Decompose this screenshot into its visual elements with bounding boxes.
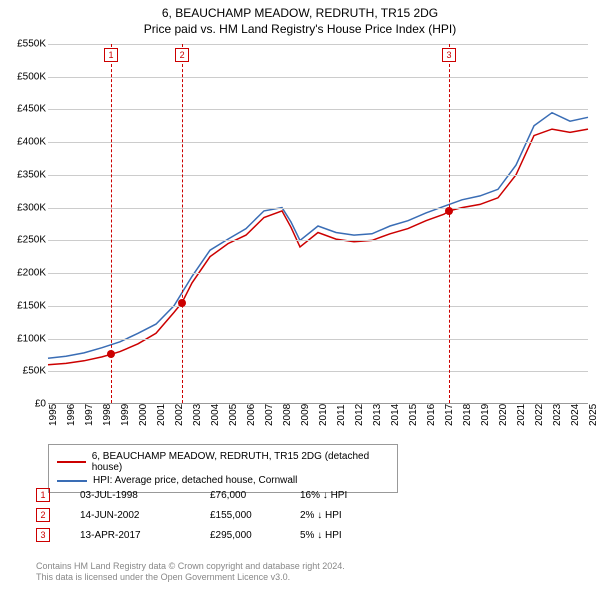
sale-event-marker: 2: [175, 48, 189, 62]
y-axis-label: £50K: [4, 366, 46, 377]
x-axis-label: 1997: [84, 404, 95, 426]
x-axis-label: 2014: [390, 404, 401, 426]
footer-line2: This data is licensed under the Open Gov…: [36, 572, 345, 584]
gridline: [48, 306, 588, 307]
sales-table: 1 03-JUL-1998£76,00016% ↓ HPI 2 14-JUN-2002…: [36, 488, 380, 548]
x-axis-label: 2002: [174, 404, 185, 426]
x-axis-label: 2006: [246, 404, 257, 426]
gridline: [48, 273, 588, 274]
sales-row: 2 14-JUN-2002£155,0002% ↓ HPI: [36, 508, 380, 522]
x-axis-label: 2018: [462, 404, 473, 426]
sale-marker-dot: [178, 299, 186, 307]
x-axis-label: 2011: [336, 404, 347, 426]
sale-event-line: [182, 44, 183, 403]
sales-price: £295,000: [210, 530, 300, 541]
sales-diff: 5% ↓ HPI: [300, 530, 380, 541]
sales-date: 14-JUN-2002: [80, 510, 210, 521]
x-axis-label: 1998: [102, 404, 113, 426]
sale-event-marker: 3: [442, 48, 456, 62]
y-axis-label: £100K: [4, 333, 46, 344]
x-axis-label: 2021: [516, 404, 527, 426]
x-axis-label: 2003: [192, 404, 203, 426]
sale-event-line: [111, 44, 112, 403]
sales-diff: 2% ↓ HPI: [300, 510, 380, 521]
y-axis-label: £500K: [4, 71, 46, 82]
gridline: [48, 77, 588, 78]
sales-row: 1 03-JUL-1998£76,00016% ↓ HPI: [36, 488, 380, 502]
legend-label: 6, BEAUCHAMP MEADOW, REDRUTH, TR15 2DG (…: [92, 451, 389, 473]
sale-event-line: [449, 44, 450, 403]
gridline: [48, 371, 588, 372]
x-axis-label: 2004: [210, 404, 221, 426]
series-line: [48, 129, 588, 365]
x-axis-label: 2017: [444, 404, 455, 426]
x-axis-label: 2009: [300, 404, 311, 426]
sales-index-box: 3: [36, 528, 50, 542]
sales-price: £76,000: [210, 490, 300, 501]
gridline: [48, 44, 588, 45]
chart-title-line1: 6, BEAUCHAMP MEADOW, REDRUTH, TR15 2DG: [0, 0, 600, 20]
footer-line1: Contains HM Land Registry data © Crown c…: [36, 561, 345, 573]
x-axis-label: 2010: [318, 404, 329, 426]
chart-container: 6, BEAUCHAMP MEADOW, REDRUTH, TR15 2DG P…: [0, 0, 600, 590]
x-axis-label: 1996: [66, 404, 77, 426]
x-axis-label: 1995: [48, 404, 59, 426]
chart-legend: 6, BEAUCHAMP MEADOW, REDRUTH, TR15 2DG (…: [48, 444, 398, 493]
sales-row: 3 13-APR-2017£295,0005% ↓ HPI: [36, 528, 380, 542]
y-axis-label: £550K: [4, 39, 46, 50]
series-line: [48, 113, 588, 359]
x-axis-label: 2001: [156, 404, 167, 426]
legend-swatch: [57, 480, 87, 482]
chart-plot-area: £0£50K£100K£150K£200K£250K£300K£350K£400…: [48, 44, 588, 404]
y-axis-label: £0: [4, 399, 46, 410]
x-axis-label: 2013: [372, 404, 383, 426]
legend-row: HPI: Average price, detached house, Corn…: [57, 475, 389, 486]
legend-label: HPI: Average price, detached house, Corn…: [93, 475, 297, 486]
gridline: [48, 339, 588, 340]
gridline: [48, 109, 588, 110]
sales-index-box: 1: [36, 488, 50, 502]
y-axis-label: £300K: [4, 202, 46, 213]
sales-diff: 16% ↓ HPI: [300, 490, 380, 501]
x-axis-label: 2025: [588, 404, 599, 426]
gridline: [48, 175, 588, 176]
y-axis-label: £250K: [4, 235, 46, 246]
footer-attribution: Contains HM Land Registry data © Crown c…: [36, 561, 345, 584]
sale-marker-dot: [107, 350, 115, 358]
sales-index-box: 2: [36, 508, 50, 522]
legend-row: 6, BEAUCHAMP MEADOW, REDRUTH, TR15 2DG (…: [57, 451, 389, 473]
sales-date: 13-APR-2017: [80, 530, 210, 541]
gridline: [48, 142, 588, 143]
sale-event-marker: 1: [104, 48, 118, 62]
sale-marker-dot: [445, 207, 453, 215]
gridline: [48, 208, 588, 209]
x-axis-label: 2023: [552, 404, 563, 426]
x-axis-label: 2022: [534, 404, 545, 426]
x-axis-label: 2008: [282, 404, 293, 426]
x-axis-label: 2016: [426, 404, 437, 426]
sales-date: 03-JUL-1998: [80, 490, 210, 501]
x-axis-label: 2007: [264, 404, 275, 426]
y-axis-label: £150K: [4, 300, 46, 311]
y-axis-label: £450K: [4, 104, 46, 115]
sales-price: £155,000: [210, 510, 300, 521]
y-axis-label: £200K: [4, 268, 46, 279]
x-axis-label: 1999: [120, 404, 131, 426]
x-axis-label: 2019: [480, 404, 491, 426]
x-axis-label: 2020: [498, 404, 509, 426]
x-axis-label: 2005: [228, 404, 239, 426]
y-axis-label: £400K: [4, 137, 46, 148]
x-axis-label: 2000: [138, 404, 149, 426]
y-axis-label: £350K: [4, 169, 46, 180]
chart-title-line2: Price paid vs. HM Land Registry's House …: [0, 20, 600, 36]
x-axis-label: 2015: [408, 404, 419, 426]
chart-line-layer: [48, 44, 588, 403]
x-axis-label: 2024: [570, 404, 581, 426]
x-axis-label: 2012: [354, 404, 365, 426]
gridline: [48, 240, 588, 241]
legend-swatch: [57, 461, 86, 463]
